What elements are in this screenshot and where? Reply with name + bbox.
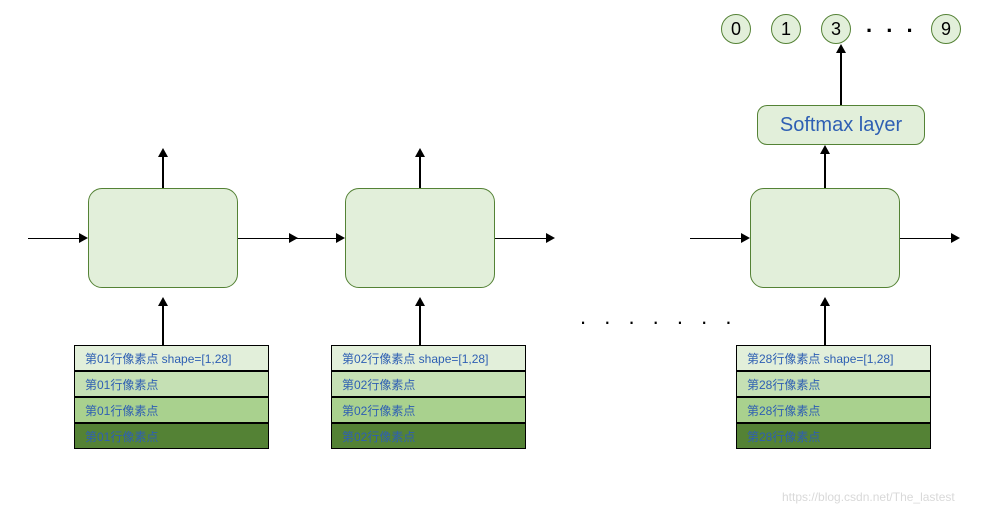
softmax-layer: Softmax layer	[757, 105, 925, 145]
input-layer: 第01行像素点	[74, 423, 269, 449]
input-layer: 第28行像素点 shape=[1,28]	[736, 345, 931, 371]
input-layer: 第02行像素点 shape=[1,28]	[331, 345, 526, 371]
ellipsis-dots: . . .	[866, 12, 917, 38]
output-class-circle: 9	[931, 14, 961, 44]
input-layer: 第02行像素点	[331, 397, 526, 423]
input-layer: 第02行像素点	[331, 423, 526, 449]
input-layer: 第01行像素点 shape=[1,28]	[74, 345, 269, 371]
rnn-cell	[345, 188, 495, 288]
watermark-text: https://blog.csdn.net/The_lastest	[782, 490, 955, 504]
input-layer: 第28行像素点	[736, 423, 931, 449]
sequence-ellipsis: . . . . . . .	[580, 304, 737, 330]
input-layer: 第28行像素点	[736, 371, 931, 397]
output-class-circle: 3	[821, 14, 851, 44]
input-layer: 第28行像素点	[736, 397, 931, 423]
output-class-circle: 0	[721, 14, 751, 44]
input-layer: 第01行像素点	[74, 397, 269, 423]
input-layer: 第01行像素点	[74, 371, 269, 397]
rnn-cell	[750, 188, 900, 288]
input-layer: 第02行像素点	[331, 371, 526, 397]
rnn-cell	[88, 188, 238, 288]
output-class-circle: 1	[771, 14, 801, 44]
